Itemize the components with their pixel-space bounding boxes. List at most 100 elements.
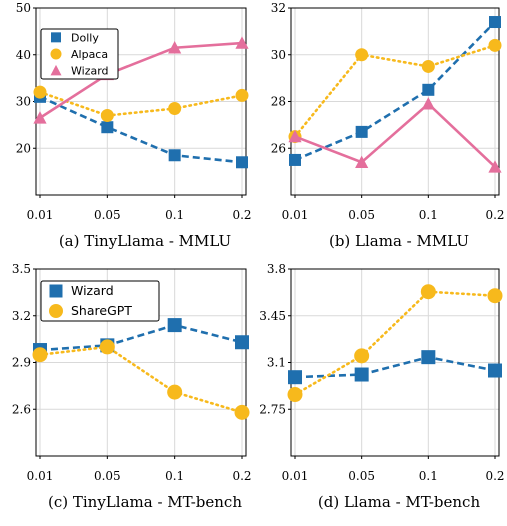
series-line — [293, 44, 497, 138]
x-tick-label: 0.05 — [94, 208, 121, 222]
x-tick-label: 0.05 — [348, 469, 375, 483]
y-tick-label: 3.2 — [12, 309, 31, 323]
data-point — [101, 121, 114, 134]
panel-d: 2.75 3.1 3.45 3.8 0.01 0.05 0.1 0.2 (d) Llama - … — [254, 261, 507, 522]
x-tick-label: 0.2 — [485, 469, 504, 483]
chart-tinyllama-mtbench: 2.6 2.9 3.2 3.5 0.01 0.05 0.1 0.2 Wizard ShareGPT… — [12, 262, 252, 511]
y-tick-label: 30 — [271, 48, 286, 62]
data-point — [32, 347, 48, 363]
x-tick-label: 0.1 — [419, 469, 438, 483]
series-sharegpt — [32, 339, 250, 420]
panel-c: 2.6 2.9 3.2 3.5 0.01 0.05 0.1 0.2 Wizard ShareGPT… — [0, 261, 254, 522]
x-tick-label: 0.1 — [165, 469, 184, 483]
data-point — [420, 284, 436, 300]
y-tick-label: 40 — [16, 48, 31, 62]
legend: Dolly Alpaca Wizard — [40, 28, 119, 80]
legend: Wizard ShareGPT — [40, 280, 160, 322]
x-tick-label: 0.01 — [27, 208, 54, 222]
grid — [291, 268, 499, 456]
legend-label: Wizard — [71, 283, 114, 298]
chart-llama-mtbench: 2.75 3.1 3.45 3.8 0.01 0.05 0.1 0.2 (d) Llama - … — [259, 262, 504, 511]
y-tick-label: 2.6 — [12, 402, 31, 416]
chart-caption: (d) Llama - MT-bench — [318, 493, 481, 511]
y-tick-label: 50 — [16, 1, 31, 15]
x-tick-label: 0.01 — [282, 469, 309, 483]
data-point — [489, 16, 501, 29]
data-point — [235, 88, 249, 102]
series-wizard — [33, 318, 249, 358]
data-point — [33, 111, 47, 124]
data-point — [168, 41, 182, 54]
x-tick-label: 0.2 — [485, 208, 504, 222]
data-point — [236, 156, 248, 169]
data-point — [100, 109, 114, 123]
x-tick-label: 0.2 — [232, 469, 251, 483]
legend-label: Wizard — [71, 65, 109, 78]
data-point — [355, 155, 369, 168]
x-tick-label: 0.05 — [348, 208, 375, 222]
series-line — [38, 345, 244, 414]
series-line — [39, 95, 243, 164]
x-tick-label: 0.1 — [419, 208, 438, 222]
data-point — [355, 125, 368, 138]
x-tick-label: 0.05 — [94, 469, 121, 483]
y-tick-label: 20 — [16, 141, 31, 155]
x-tick-label: 0.01 — [282, 208, 309, 222]
data-point — [99, 339, 115, 355]
legend-marker — [49, 304, 63, 318]
legend-marker — [50, 48, 62, 60]
data-point — [421, 97, 435, 110]
series-line — [39, 323, 243, 352]
y-tick-label: 3.5 — [12, 262, 31, 276]
series-alpaca — [33, 85, 249, 123]
series-sharegpt — [287, 284, 503, 403]
chart-caption: (c) TinyLlama - MT-bench — [48, 493, 242, 511]
data-point — [488, 363, 502, 378]
data-point — [168, 149, 181, 162]
y-tick-label: 3.45 — [259, 309, 286, 323]
chart-caption: (a) TinyLlama - MMLU — [59, 232, 231, 250]
data-point — [421, 350, 436, 365]
data-point — [488, 38, 502, 52]
y-tick-label: 26 — [271, 141, 286, 155]
legend-box — [40, 280, 160, 322]
legend-marker — [51, 32, 61, 43]
data-point — [422, 83, 435, 96]
data-point — [234, 404, 250, 420]
series-line — [39, 41, 243, 119]
data-point — [289, 153, 301, 166]
data-point — [33, 85, 47, 99]
y-tick-label: 3.1 — [267, 356, 286, 370]
legend-marker — [50, 64, 62, 76]
data-point — [488, 160, 502, 173]
data-point — [168, 102, 182, 116]
series-line — [38, 90, 244, 117]
data-point — [288, 370, 302, 385]
x-tick-label: 0.1 — [165, 208, 184, 222]
series-line — [293, 290, 497, 396]
data-point — [167, 318, 182, 333]
y-tick-label: 30 — [16, 95, 31, 109]
chart-llama-mmlu: 26 28 30 32 0.01 0.05 0.1 0.2 (b) Llama - MMLU — [271, 1, 505, 250]
data-point — [354, 367, 369, 382]
data-point — [487, 288, 503, 304]
y-tick-label: 2.75 — [259, 402, 286, 416]
y-tick-label: 28 — [271, 95, 286, 109]
legend-label: Dolly — [71, 31, 99, 44]
x-tick-label: 0.2 — [232, 208, 251, 222]
chart-caption: (b) Llama - MMLU — [329, 232, 469, 250]
series-dolly — [34, 90, 248, 169]
panel-a: 20 30 40 50 0.01 0.05 0.1 0.2 Dolly Alpaca Wizard (… — [0, 0, 254, 261]
chart-tinyllama-mmlu: 20 30 40 50 0.01 0.05 0.1 0.2 Dolly Alpaca Wizard (… — [16, 1, 252, 250]
data-point — [354, 348, 370, 364]
data-point — [421, 59, 435, 73]
legend-marker — [49, 284, 63, 298]
series-line — [294, 102, 496, 168]
panel-b: 26 28 30 32 0.01 0.05 0.1 0.2 (b) Llama - MMLU — [254, 0, 507, 261]
legend-label: Alpaca — [71, 48, 108, 61]
data-point — [235, 335, 249, 350]
data-point — [287, 387, 303, 403]
series-wizard — [288, 97, 502, 173]
y-tick-label: 3.8 — [267, 262, 286, 276]
series-line — [294, 355, 496, 379]
